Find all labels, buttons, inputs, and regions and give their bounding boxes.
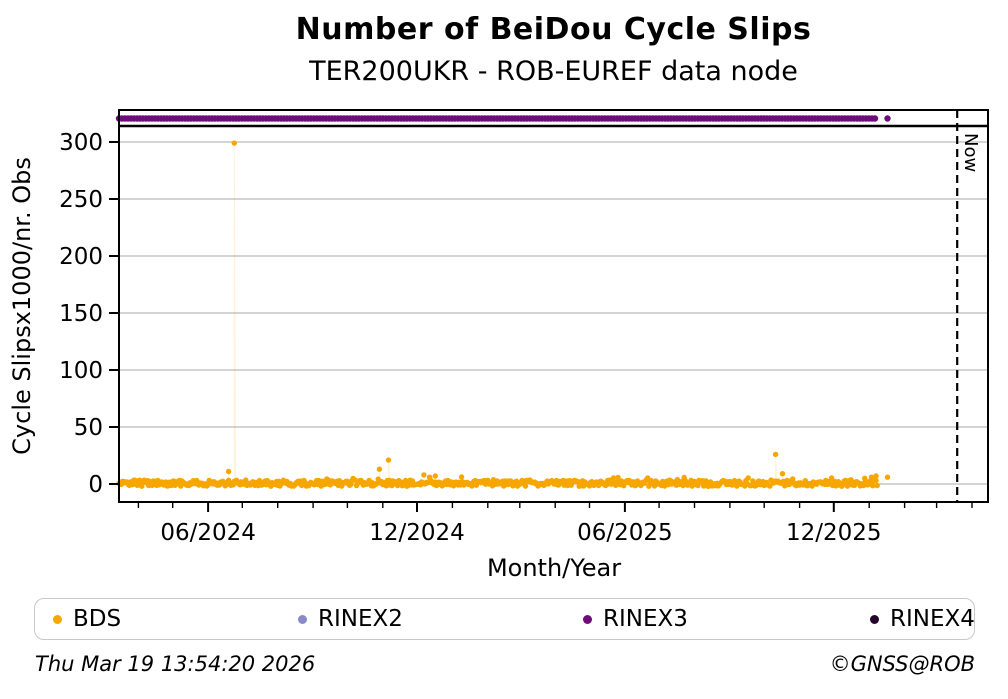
legend-item-rinex2: RINEX2	[298, 599, 403, 639]
x-axis-label: Month/Year	[487, 554, 621, 582]
legend-item-rinex3: RINEX3	[583, 599, 688, 639]
series-rinex3	[115, 115, 891, 122]
svg-text:12/2024: 12/2024	[369, 520, 465, 546]
svg-text:250: 250	[59, 187, 103, 213]
page-title: Number of BeiDou Cycle Slips	[295, 12, 812, 47]
legend-item-bds: BDS	[53, 599, 121, 639]
svg-text:06/2024: 06/2024	[160, 520, 256, 546]
bds-marker-icon	[53, 614, 62, 624]
y-axis: 0 50 100 150 200 250 300	[59, 130, 119, 498]
y-axis-label: Cycle Slipsx1000/nr. Obs	[8, 157, 36, 455]
legend-label-rinex3: RINEX3	[603, 606, 688, 632]
legend-label-rinex4: RINEX4	[890, 606, 975, 632]
credit-label: ©GNSS@ROB	[829, 652, 975, 676]
plot-timestamp: Thu Mar 19 13:54:20 2026	[35, 652, 316, 676]
page-subtitle: TER200UKR - ROB-EUREF data node	[309, 56, 798, 87]
svg-text:06/2025: 06/2025	[577, 520, 673, 546]
svg-text:300: 300	[59, 130, 103, 156]
series-bds	[116, 140, 891, 489]
svg-text:100: 100	[59, 358, 103, 384]
svg-text:50: 50	[74, 415, 103, 441]
svg-text:150: 150	[59, 301, 103, 327]
rinex2-marker-icon	[298, 614, 307, 624]
legend-label-rinex2: RINEX2	[318, 606, 403, 632]
legend: BDS RINEX2 RINEX3 RINEX4	[34, 598, 975, 640]
rinex3-marker-icon	[583, 614, 592, 624]
svg-text:12/2025: 12/2025	[786, 520, 882, 546]
gridlines	[119, 141, 988, 485]
svg-text:0: 0	[88, 472, 103, 498]
now-label: Now	[960, 133, 981, 172]
rinex4-marker-icon	[870, 614, 879, 624]
legend-label-bds: BDS	[73, 606, 122, 632]
svg-text:200: 200	[59, 244, 103, 270]
plot-border	[118, 109, 989, 503]
legend-item-rinex4: RINEX4	[870, 599, 975, 639]
x-axis: 06/2024 12/2024 06/2025 12/2025	[137, 502, 973, 546]
